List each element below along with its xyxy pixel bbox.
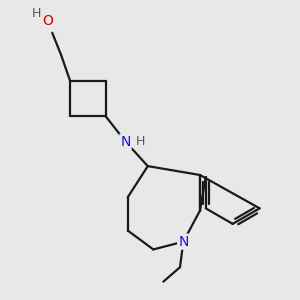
Text: N: N — [120, 135, 131, 149]
Text: H: H — [32, 8, 41, 20]
Text: O: O — [42, 14, 53, 28]
Text: N: N — [178, 235, 188, 249]
Text: H: H — [135, 135, 145, 148]
